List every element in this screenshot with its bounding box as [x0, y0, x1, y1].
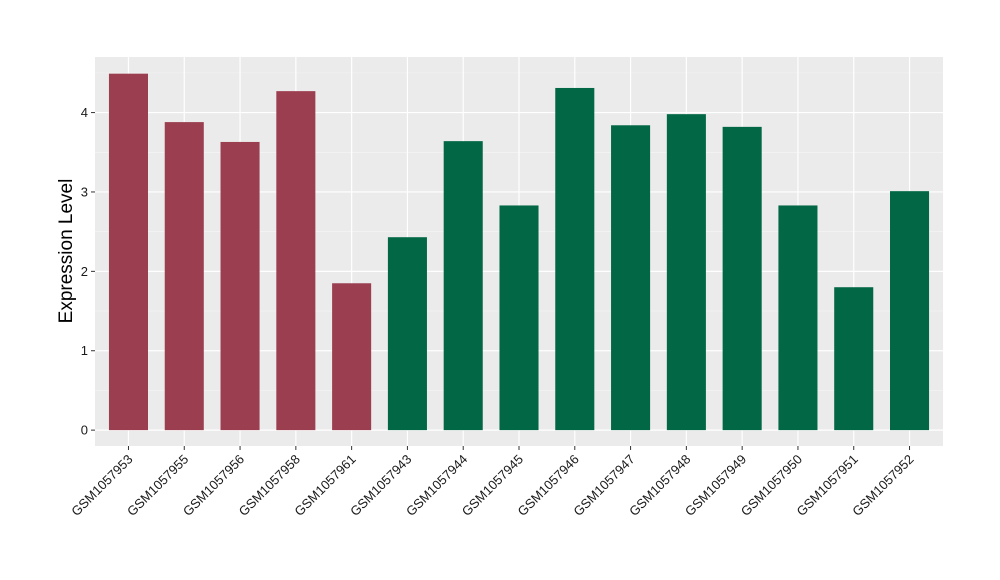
bar-GSM1057958 — [276, 91, 316, 431]
y-tick-label: 4 — [81, 105, 88, 120]
y-tick-label: 0 — [81, 423, 88, 438]
bar-GSM1057953 — [108, 73, 148, 431]
bar-GSM1057961 — [332, 283, 372, 431]
bars — [108, 73, 930, 431]
bar-GSM1057943 — [387, 237, 427, 431]
y-axis-label: Expression Level — [56, 179, 77, 324]
bar-GSM1057955 — [164, 122, 204, 431]
bar-GSM1057952 — [890, 191, 930, 431]
y-axis: 0 1 2 3 4 — [81, 105, 95, 438]
bar-GSM1057946 — [555, 87, 595, 431]
x-axis: GSM1057953GSM1057955GSM1057956GSM1057958… — [68, 446, 917, 519]
y-tick-label: 2 — [81, 264, 88, 279]
bar-GSM1057956 — [220, 141, 260, 431]
bar-GSM1057945 — [499, 205, 539, 431]
y-tick-label: 3 — [81, 184, 88, 199]
bar-GSM1057944 — [443, 141, 483, 431]
bar-GSM1057951 — [834, 287, 874, 431]
bar-GSM1057949 — [722, 126, 762, 431]
bar-GSM1057948 — [666, 114, 706, 431]
y-tick-label: 1 — [81, 343, 88, 358]
bar-GSM1057950 — [778, 205, 818, 431]
bar-GSM1057947 — [611, 125, 651, 431]
